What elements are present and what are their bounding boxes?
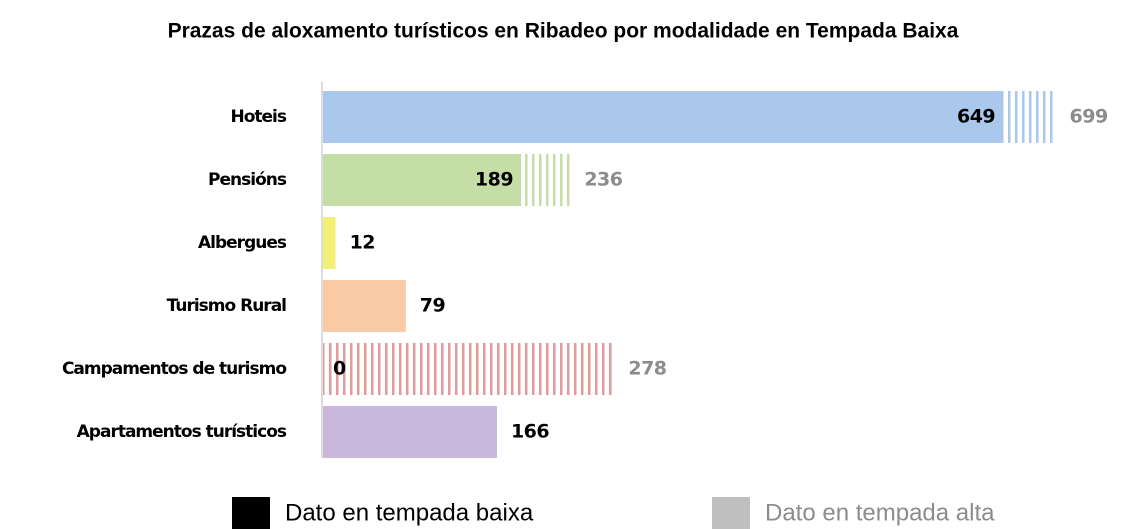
legend-label: Dato en tempada alta — [765, 499, 995, 526]
high-season-label: 236 — [584, 169, 622, 191]
legend-swatch — [232, 497, 270, 529]
high-season-bar — [323, 343, 615, 395]
category-label: Albergues — [198, 233, 287, 253]
category-label: Pensións — [208, 170, 287, 190]
category-label: Apartamentos turísticos — [77, 422, 287, 442]
chart-title: Prazas de aloxamento turísticos en Ribad… — [168, 20, 959, 43]
category-label: Turismo Rural — [167, 296, 287, 316]
low-season-label: 79 — [420, 295, 445, 317]
high-season-label: 699 — [1070, 106, 1108, 128]
low-season-bar — [323, 154, 522, 206]
low-season-label: 166 — [511, 421, 549, 443]
low-season-label: 189 — [475, 169, 513, 191]
low-season-bar — [323, 91, 1004, 143]
low-season-label: 0 — [333, 358, 346, 380]
low-season-label: 649 — [957, 106, 995, 128]
category-label: Hoteis — [230, 107, 286, 127]
low-season-bar — [323, 406, 497, 458]
category-label: Campamentos de turismo — [62, 359, 286, 379]
legend-swatch — [712, 497, 750, 529]
high-season-label: 278 — [628, 358, 666, 380]
low-season-bar — [323, 217, 336, 269]
low-season-label: 12 — [350, 232, 375, 254]
legend-label: Dato en tempada baixa — [285, 499, 534, 526]
low-season-bar — [323, 280, 406, 332]
